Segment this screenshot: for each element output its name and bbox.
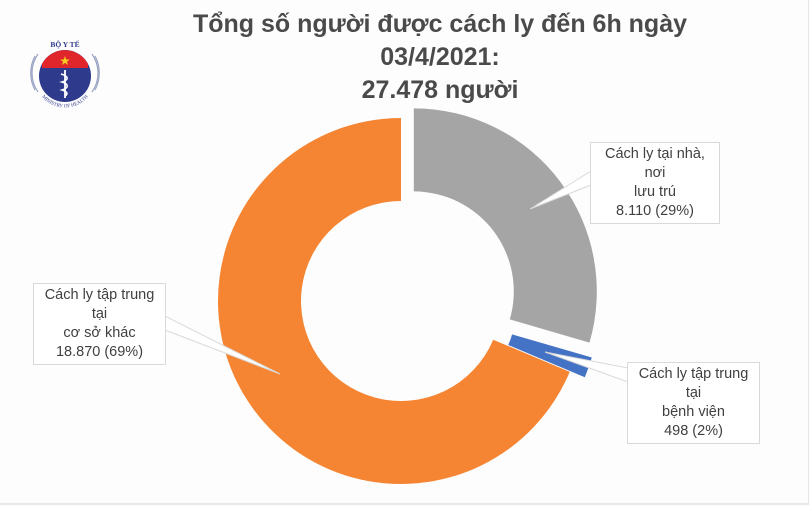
slice-home bbox=[413, 108, 597, 343]
callout-hospital-quarantine: Cách ly tập trung tại bệnh viện 498 (2%) bbox=[627, 362, 760, 444]
chart-title: Tổng số người được cách ly đến 6h ngày 0… bbox=[130, 8, 750, 107]
title-line-1: Tổng số người được cách ly đến 6h ngày 0… bbox=[192, 10, 688, 71]
svg-text:BỘ Y TẾ: BỘ Y TẾ bbox=[50, 39, 79, 49]
title-line-2: 27.478 người bbox=[361, 76, 519, 104]
ministry-of-health-logo-icon: BỘ Y TẾ MINISTRY OF HEALTH bbox=[30, 39, 100, 109]
callout-home-quarantine: Cách ly tại nhà, nơi lưu trú 8.110 (29%) bbox=[590, 142, 720, 224]
callout-other-facility-quarantine: Cách ly tập trung tại cơ sở khác 18.870 … bbox=[33, 283, 166, 365]
slice-other-facility bbox=[217, 118, 570, 485]
slice-hospital bbox=[508, 334, 592, 378]
